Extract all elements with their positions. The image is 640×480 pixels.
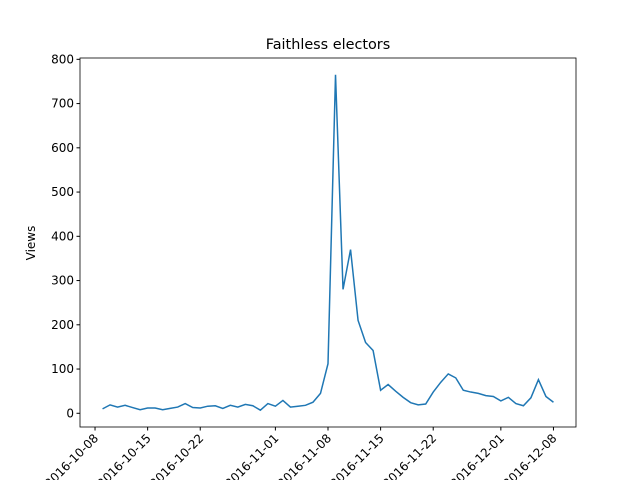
line (102, 74, 554, 412)
y-tick-label: 0 (66, 406, 74, 420)
y-tick-label: 700 (51, 97, 74, 111)
y-axis-label: Views (24, 226, 38, 261)
x-tick-label: 2016-10-22 (147, 431, 206, 480)
y-tick-label: 800 (51, 52, 74, 66)
y-tick-label: 400 (51, 229, 74, 243)
y-tick-label: 100 (51, 362, 74, 376)
x-tick-label: 2016-11-01 (222, 431, 281, 480)
y-tick-label: 600 (51, 141, 74, 155)
x-tick-label: 2016-11-22 (380, 431, 439, 480)
chart-title: Faithless electors (266, 37, 390, 53)
y-tick-label: 200 (51, 318, 74, 332)
x-tick-label: 2016-10-15 (95, 431, 154, 480)
x-tick-label: 2016-11-08 (275, 431, 334, 480)
axes-frame (79, 57, 577, 428)
x-tick-label: 2016-12-08 (500, 431, 559, 480)
y-tick-label: 500 (51, 185, 74, 199)
x-tick-label: 2016-12-01 (448, 431, 507, 480)
x-tick-label: 2016-11-15 (328, 431, 387, 480)
x-tick-label: 2016-10-08 (42, 431, 101, 480)
y-tick-label: 300 (51, 274, 74, 288)
